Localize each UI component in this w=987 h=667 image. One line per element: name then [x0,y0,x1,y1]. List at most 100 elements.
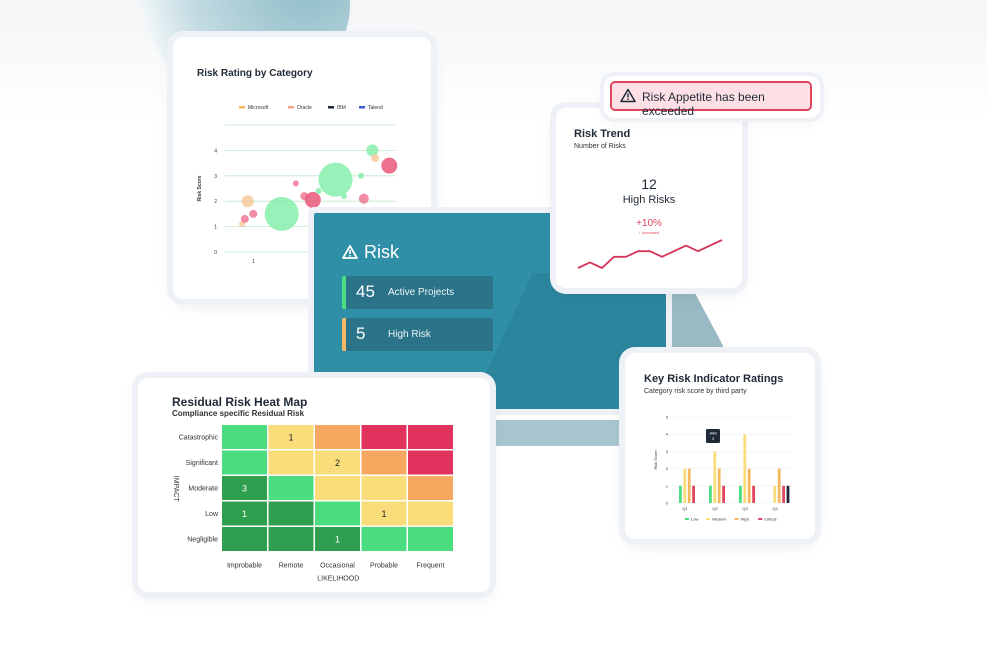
y-tick-label: 0 [214,250,217,256]
y-tick-label: 2 [666,466,669,471]
col-label: Improbable [227,563,262,570]
x-tick-label: Q4 [772,506,778,511]
x-tick-label: Q1 [682,506,688,511]
bubble-point [240,214,249,223]
bubble-point [358,193,369,204]
col-label: Probable [370,563,398,570]
heat-cell [315,476,360,500]
risk-appetite-alert[interactable]: Risk Appetite has been exceeded [610,81,812,118]
heat-cell [222,450,267,475]
stat-bar [342,276,346,309]
trend-line [577,239,723,269]
stat-value: 45 [356,282,375,301]
legend-label: Oracle [297,105,312,111]
kri-bar [752,485,755,503]
y-tick-label: 0 [666,501,669,506]
col-label: Occasional [320,563,355,570]
kri-bar [687,468,691,503]
heat-cell [222,476,267,500]
row-label: Low [205,511,219,518]
bubble-point [318,162,353,197]
bubble-point [371,154,380,163]
col-label: Frequent [416,563,444,570]
stat-high-risk[interactable]: 5 High Risk [342,318,493,351]
row-label: Catastrophic [179,435,219,442]
y-axis-label: Risk Score [653,450,658,470]
heat-cell [268,527,314,551]
heat-cell [315,425,360,449]
stat-value: 5 [356,324,366,343]
tooltip-box [706,429,720,443]
legend-label: IBM [337,105,346,111]
heat-cell-label: 1 [242,509,247,519]
kri-card: Key Risk Indicator Ratings Category risk… [625,353,815,539]
heat-map-card: Residual Risk Heat Map Compliance specif… [138,378,490,592]
heat-map-grid: Catastrophic 1 Significant 2 Moderate 3 Low 1 1 N… [172,425,453,583]
x-axis-label: LIKELIHOOD [317,576,359,583]
x-tick-label: Q3 [742,506,748,511]
high-risk-count: 12 [641,176,657,192]
bubble-point [381,157,398,174]
kri-title: Key Risk Indicator Ratings [644,373,784,385]
stat-label: High Risk [388,329,431,340]
legend-swatch [328,106,334,109]
heat-map-subtitle: Compliance specific Residual Risk [172,409,305,418]
legend-label: Critical [764,517,776,522]
risk-rating-title: Risk Rating by Category [197,68,313,79]
heat-cell [361,501,407,526]
heat-cell-label: 2 [335,458,340,468]
bubble-point [241,195,254,208]
legend-label: Microsoft [248,105,269,111]
legend-label: High [741,517,749,522]
heat-cell-label: 1 [335,535,340,545]
risk-title: Risk [364,242,399,262]
heat-cell [268,501,314,526]
kri-bar [722,485,725,503]
tooltip-label: IAM [709,431,716,436]
kri-bar [782,485,785,503]
risk-trend-subtitle: Number of Risks [574,143,626,150]
x-tick-label: Q2 [712,506,718,511]
high-risk-label: High Risks [622,194,676,206]
risk-trend-line [577,239,723,269]
kri-bar [773,485,777,503]
bubble-point [341,193,347,200]
heat-cell [408,450,453,475]
kri-subtitle: Category risk score by third party [644,388,747,395]
legend-label: Medium [712,517,727,522]
stat-active-projects[interactable]: 45 Active Projects [342,276,493,309]
legend-label: Low [691,517,698,522]
trend-change: +10% [636,218,662,229]
legend-swatch [288,106,294,109]
bubble-point [366,144,379,157]
heat-cell [361,450,407,475]
warning-triangle-icon [342,245,358,259]
x-tick-label: 1 [252,259,255,265]
stat-label: Active Projects [388,287,455,298]
legend-swatch [734,518,739,520]
x-tick-label: 2 [309,259,312,265]
tooltip-value: 3 [712,436,715,441]
risk-trend-title: Risk Trend [574,128,631,140]
heat-cell [315,450,360,475]
kri-bar [739,485,742,503]
heat-cell [361,527,407,551]
kri-bar [692,485,695,503]
kri-bar [683,468,687,503]
y-tick-label: 4 [666,432,669,437]
alert-container: Risk Appetite has been exceeded [604,76,820,118]
y-tick-label: 1 [666,483,669,488]
kri-bar [743,434,747,503]
heat-cell [315,501,360,526]
y-axis-label: IMPACT [172,476,179,503]
heat-cell-label: 1 [381,509,386,519]
legend-swatch [239,106,245,109]
legend-swatch [706,518,711,520]
heat-cell [408,425,453,449]
heat-map-title: Residual Risk Heat Map [172,395,308,409]
heat-cell [408,476,453,500]
kri-bar [713,451,717,503]
heat-cell [222,425,267,449]
bubble-point [304,191,321,208]
bubble-point [264,196,299,231]
